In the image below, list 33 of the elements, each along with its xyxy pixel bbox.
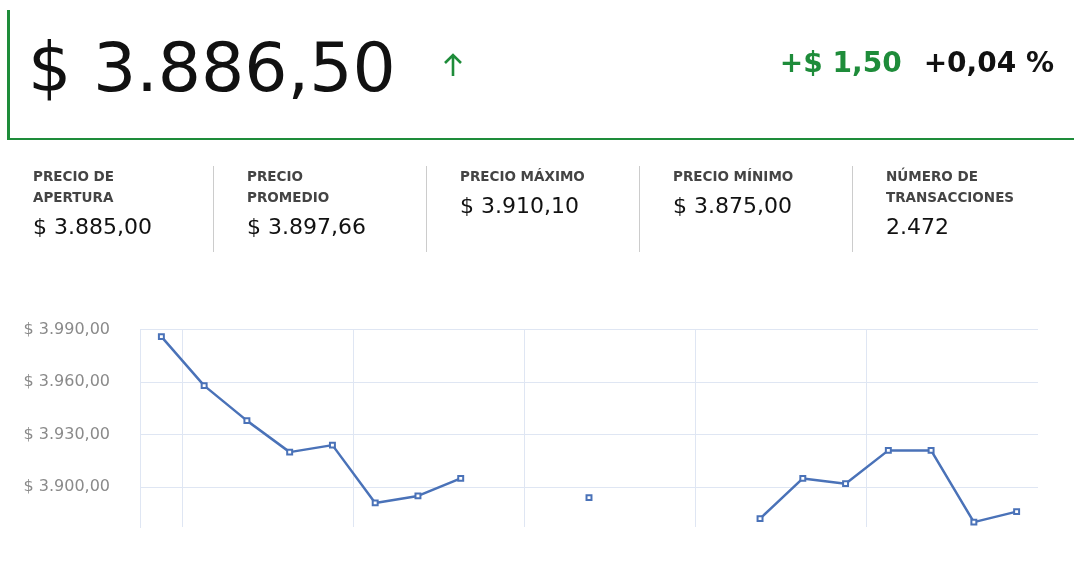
point <box>927 446 935 454</box>
point <box>970 518 978 526</box>
point <box>157 333 165 341</box>
text: PRECIO DE APERTURA <box>33 167 116 207</box>
text: $ 3.885,00 <box>33 214 153 239</box>
point <box>799 474 807 482</box>
text: $ 3.910,10 <box>460 193 580 218</box>
text: NÚMERO DE TRANSACCIONES <box>886 166 1016 207</box>
point <box>585 494 593 502</box>
text: PRECIO PROMEDIO <box>247 167 331 207</box>
text: PRECIO MÍNIMO <box>673 167 795 186</box>
point <box>371 499 379 507</box>
text: $ 3.897,66 <box>247 214 367 239</box>
point <box>414 492 422 500</box>
point <box>200 382 208 390</box>
text: +$ 1,50 <box>779 46 902 79</box>
text: +0,04 % <box>923 46 1054 79</box>
point <box>457 474 465 482</box>
point <box>328 441 336 449</box>
y-tick-label: $ 3.930,00 <box>23 423 110 443</box>
y-tick-label: $ 3.990,00 <box>23 318 110 338</box>
y-tick-label: $ 3.960,00 <box>23 371 110 391</box>
y-tick-label: $ 3.900,00 <box>23 476 110 496</box>
point <box>884 446 892 454</box>
text: PRECIO MÁXIMO <box>460 167 586 186</box>
point <box>243 417 251 425</box>
point <box>756 515 764 523</box>
text: 2.472 <box>886 214 950 239</box>
point <box>842 480 850 488</box>
text: $ 3.886,50 <box>28 28 396 107</box>
point <box>1013 508 1021 516</box>
text: $ 3.875,00 <box>673 193 793 218</box>
point <box>286 448 294 456</box>
